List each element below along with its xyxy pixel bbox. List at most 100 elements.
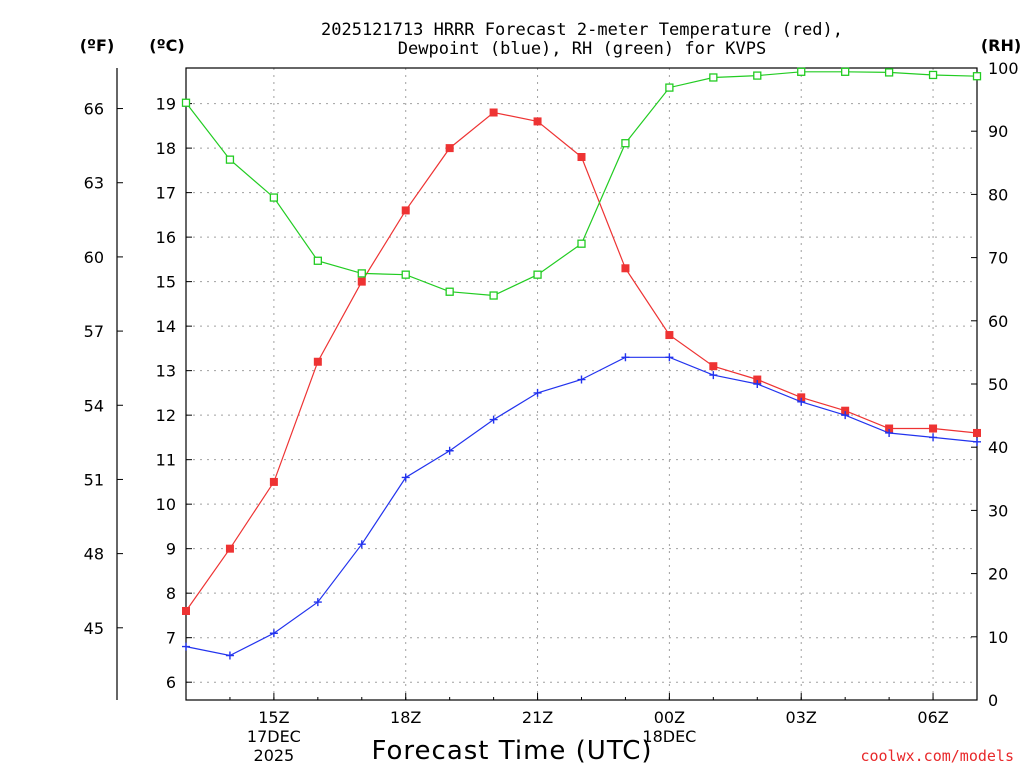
rh-point [269,193,279,202]
temperature-point [445,144,454,153]
celsius-tick-label: 10 [156,495,176,514]
celsius-tick-label: 16 [156,228,176,247]
rh-axis: 0 10 20 30 40 50 60 70 80 90 100 [971,59,1019,710]
temperature-point [621,264,630,273]
chart-title-line2: Dewpoint (blue), RH (green) for KVPS [398,39,766,59]
gridlines [186,68,977,700]
rh-tick-label: 0 [988,691,998,710]
x-tick-date-label: 17DEC [247,727,301,746]
temperature-point [357,277,366,286]
temperature-point [577,153,586,162]
fahrenheit-tick-label: 54 [84,396,104,415]
dewpoint-point [973,437,981,446]
rh-point [577,239,586,248]
rh-point [533,270,542,279]
temperature-series [182,108,981,615]
fahrenheit-tick-label: 51 [84,470,104,489]
rh-point [972,72,982,81]
celsius-tick-label: 19 [156,95,176,114]
dewpoint-point [225,651,234,660]
celsius-tick-label: 9 [166,540,176,559]
dewpoint-point [929,433,938,442]
temperature-point [841,406,850,415]
temperature-point [797,393,806,402]
rh-point [884,68,894,77]
rh-point [313,256,322,265]
temperature-point [269,477,278,486]
celsius-tick-label: 15 [156,273,176,292]
dewpoint-point [313,598,322,607]
celsius-tick-label: 13 [156,362,176,381]
rh-point [797,67,806,76]
dewpoint-point [357,540,366,549]
fahrenheit-tick-label: 63 [84,174,104,193]
rh-tick-label: 50 [988,375,1008,394]
celsius-tick-label: 14 [156,317,176,336]
rh-tick-label: 70 [988,249,1008,268]
dewpoint-point [533,388,542,397]
fahrenheit-tick-label: 45 [84,619,104,638]
temperature-point [313,357,322,366]
dewpoint-point [401,473,410,482]
dewpoint-line [185,356,978,657]
dewpoint-point [269,629,278,638]
dewpoint-point [621,353,630,362]
rh-point [401,270,410,279]
dewpoint-point [841,411,850,420]
dewpoint-point [885,428,894,437]
fahrenheit-unit-label: (ºF) [80,36,115,55]
temperature-point [225,544,234,553]
rh-tick-label: 20 [988,565,1008,584]
x-tick-label: 18Z [390,708,421,727]
x-tick-label: 21Z [522,708,553,727]
temperature-point [665,331,674,340]
rh-tick-label: 90 [988,122,1008,141]
dewpoint-point [489,415,498,424]
rh-unit-label: (RH) [981,36,1021,55]
rh-tick-label: 40 [988,438,1008,457]
rh-tick-label: 30 [988,501,1008,520]
fahrenheit-axis: 45 48 51 54 57 60 63 66 [84,100,123,638]
celsius-tick-label: 17 [156,184,176,203]
celsius-tick-label: 7 [166,629,176,648]
credit-text: coolwx.com/models [860,747,1014,765]
celsius-tick-label: 12 [156,406,176,425]
temperature-point [753,375,762,384]
rh-line [185,71,978,297]
temperature-point [885,424,894,433]
dewpoint-series [182,353,981,660]
x-tick-label: 00Z [654,708,685,727]
dewpoint-point [577,375,586,384]
dewpoint-point [753,380,762,388]
rh-point [665,83,674,92]
dewpoint-point [709,371,718,380]
fahrenheit-tick-label: 48 [84,545,104,564]
rh-series [181,67,982,300]
temperature-point [709,362,718,371]
temperature-point [182,606,190,615]
celsius-tick-label: 11 [156,451,176,470]
series-layer [181,67,982,660]
rh-point [489,291,498,300]
temperature-point [929,424,938,433]
rh-point [709,73,718,82]
dewpoint-point [797,397,806,406]
temperature-point [489,108,498,117]
rh-point [181,98,191,107]
rh-tick-label: 60 [988,312,1008,331]
temperature-point [401,206,410,215]
rh-point [621,139,630,148]
celsius-tick-label: 8 [166,584,176,603]
x-tick-date-label: 18DEC [642,727,696,746]
plot-frame [185,67,978,701]
rh-tick-label: 80 [988,185,1008,204]
x-tick-year-label: 2025 [254,746,295,765]
rh-point [357,269,366,278]
fahrenheit-tick-label: 57 [84,322,104,341]
rh-point [445,287,454,296]
fahrenheit-tick-label: 66 [84,100,104,119]
dewpoint-point [665,353,674,362]
chart-title-line1: 2025121713 HRRR Forecast 2-meter Tempera… [321,20,843,40]
